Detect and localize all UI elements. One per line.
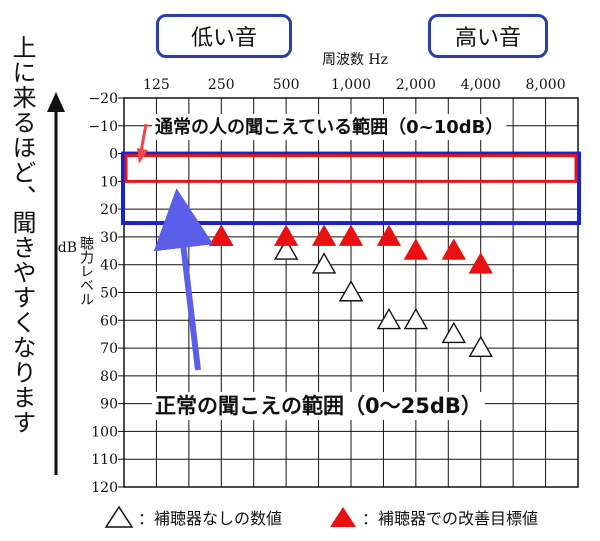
x-tick-label: 125 <box>143 77 170 93</box>
annotation-background <box>152 114 507 140</box>
target-point <box>209 224 234 246</box>
blue-arrow <box>153 188 214 371</box>
unaided-point <box>468 335 493 358</box>
filled-triangle-icon <box>330 507 356 527</box>
target-point <box>441 238 467 260</box>
x-axis-title: 周波数 Hz <box>322 52 388 68</box>
target-point <box>468 252 493 274</box>
y-tick-label: 0 <box>109 147 118 163</box>
y-axis-label: 聴力レベル dB <box>58 236 94 306</box>
y-tick-label: 90 <box>100 397 118 413</box>
open-triangle-icon <box>104 505 134 528</box>
up-arrow <box>47 92 65 475</box>
y-tick-label: 30 <box>100 230 118 246</box>
y-tick-label: 120 <box>91 480 118 496</box>
red-arrow-shaft <box>139 123 148 153</box>
low-sound-label: 低い音 <box>156 14 292 58</box>
y-tick-label: −10 <box>88 119 118 135</box>
x-tick-label: 250 <box>208 77 235 93</box>
legend-target-text: ：補聴器での改善目標値 <box>362 509 539 528</box>
tick-labels: 125 250 500 1,000 2,000 4,000 8,000 −20 −10 0 10 20… <box>88 77 565 496</box>
legend-without-aid: ：補聴器なしの数値 <box>104 505 282 529</box>
x-tick-label: 4,000 <box>461 77 501 93</box>
annotation-normal-person: 通常の人の聞こえている範囲（0~10dB） <box>155 116 503 138</box>
target-point <box>403 238 429 260</box>
annotation-normal-range: 正常の聞こえの範囲（0～25dB） <box>155 394 482 418</box>
normal-range-box <box>121 151 581 226</box>
y-tick-label: 100 <box>91 424 118 440</box>
y-tick-label: 20 <box>100 202 118 218</box>
unaided-point <box>403 307 429 330</box>
y-axis-label-unit: dB <box>57 240 77 256</box>
y-tick-label: 110 <box>91 452 118 468</box>
side-caption: 上に来るほど、聞きやすくなります <box>8 35 36 435</box>
y-tick-label: 40 <box>100 258 118 274</box>
y-tick-label: 50 <box>100 286 118 302</box>
high-sound-label: 高い音 <box>428 14 548 58</box>
unaided-point <box>338 280 364 302</box>
red-arrow-head <box>137 148 148 164</box>
range-boxes <box>121 151 581 226</box>
y-axis-label-main: 聴力レベル <box>78 236 94 306</box>
target-point <box>273 224 299 246</box>
x-tick-label: 500 <box>273 77 300 93</box>
x-tick-label: 1,000 <box>331 77 371 93</box>
annotation-background <box>152 392 485 420</box>
y-tick-label: −20 <box>88 91 118 107</box>
data-markers <box>209 224 493 358</box>
legend-target: ：補聴器での改善目標値 <box>328 505 538 529</box>
unaided-point <box>273 238 299 260</box>
target-point <box>311 224 337 246</box>
unaided-point <box>376 307 402 330</box>
y-tick-label: 10 <box>100 174 118 190</box>
arrows <box>137 123 214 371</box>
y-tick-label: 80 <box>100 369 118 385</box>
x-tick-label: 2,000 <box>396 77 436 93</box>
unaided-point <box>441 321 467 344</box>
x-tick-label: 8,000 <box>526 77 566 93</box>
target-point <box>338 224 364 246</box>
y-tick-label: 70 <box>100 341 118 357</box>
legend-without-aid-text: ：補聴器なしの数値 <box>138 509 283 528</box>
normal-person-range-box <box>124 154 578 183</box>
target-point <box>376 224 402 246</box>
y-tick-label: 60 <box>100 313 118 329</box>
unaided-point <box>311 252 337 274</box>
